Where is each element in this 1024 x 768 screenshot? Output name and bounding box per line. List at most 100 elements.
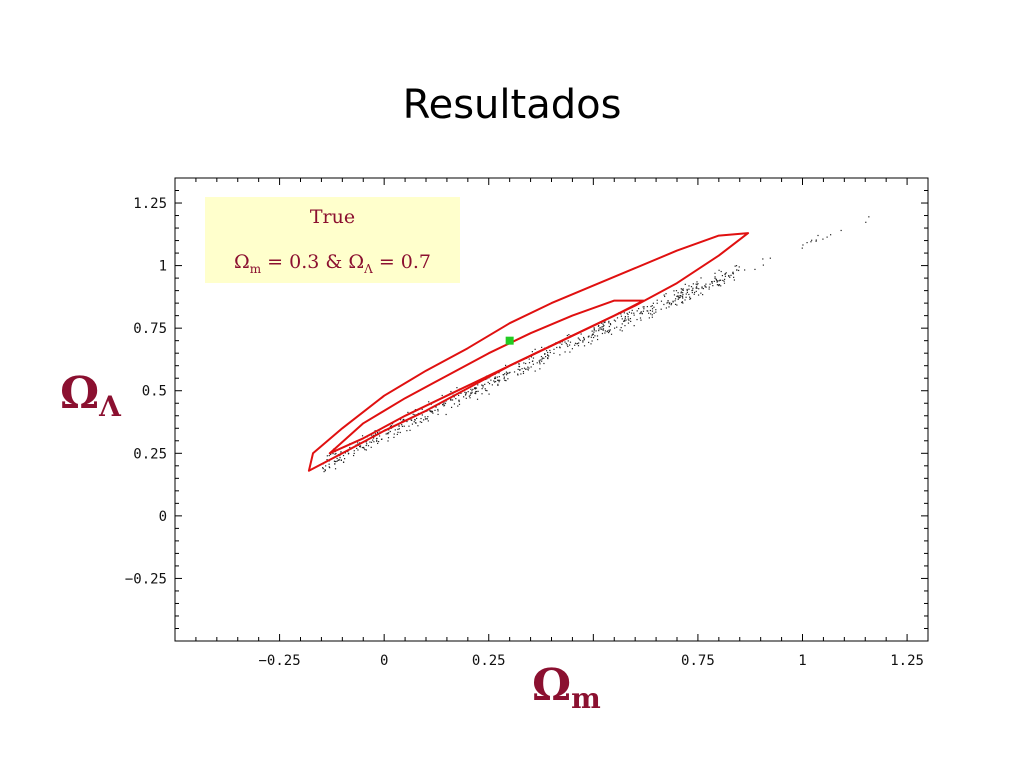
sample-point	[457, 405, 459, 407]
sample-point	[399, 431, 401, 434]
sample-point	[378, 435, 381, 437]
sample-point	[627, 318, 629, 320]
sample-point	[409, 429, 411, 431]
sample-point	[340, 451, 342, 453]
sample-point	[702, 287, 704, 290]
sample-point	[482, 384, 484, 387]
sample-point	[539, 361, 541, 363]
sample-point	[577, 337, 579, 339]
sample-point	[359, 445, 362, 447]
sample-point	[734, 265, 736, 267]
sample-point	[396, 433, 398, 436]
sample-point	[378, 440, 380, 443]
sample-point	[481, 384, 483, 386]
sample-point	[822, 238, 824, 240]
y-tick-label: 1.25	[133, 196, 167, 212]
sample-point	[528, 358, 530, 360]
sample-point	[450, 390, 452, 393]
sample-point	[733, 279, 735, 281]
sample-point	[582, 336, 585, 339]
sample-point	[421, 408, 423, 410]
sample-point	[656, 299, 658, 301]
legend-title: True	[309, 206, 356, 228]
sample-point	[588, 341, 590, 344]
sample-point	[642, 310, 645, 312]
x-tick-label: 1	[798, 653, 806, 669]
true-value-point	[505, 336, 514, 345]
sample-point	[463, 396, 465, 398]
sample-point	[578, 342, 580, 344]
sample-point	[328, 466, 330, 468]
sample-point	[398, 425, 400, 427]
sample-point	[624, 320, 626, 322]
sample-point	[475, 390, 478, 393]
sample-point	[495, 380, 497, 383]
sample-point	[443, 402, 445, 404]
sample-point	[660, 308, 662, 310]
sample-point	[494, 377, 497, 379]
sample-point	[677, 296, 679, 298]
sample-point	[724, 273, 726, 275]
sample-point	[638, 308, 640, 310]
sample-point	[541, 358, 543, 360]
sample-point	[674, 303, 677, 305]
legend-ol-text: = 0.7	[372, 251, 432, 273]
sample-point	[429, 410, 431, 412]
sample-point	[663, 303, 665, 306]
sample-point	[458, 403, 461, 405]
y-tick-label: 0.75	[133, 321, 167, 337]
sample-point	[669, 302, 671, 304]
sample-point	[700, 277, 702, 279]
sample-point	[370, 434, 373, 436]
sample-point	[684, 299, 686, 301]
sample-point	[324, 470, 326, 472]
sample-point	[559, 342, 561, 344]
sample-point	[675, 290, 678, 292]
sample-point	[705, 286, 707, 288]
sample-point	[335, 460, 337, 463]
sample-point	[556, 346, 558, 349]
sample-point	[465, 393, 467, 395]
sample-point	[599, 326, 601, 329]
sample-point	[443, 405, 445, 407]
sample-point	[505, 374, 508, 376]
sample-point	[569, 341, 572, 343]
sample-point	[633, 312, 635, 314]
sample-point	[868, 216, 870, 218]
sample-point	[455, 398, 457, 400]
sample-point	[651, 308, 654, 310]
sample-point	[701, 286, 703, 288]
sample-point	[387, 440, 389, 442]
sample-point	[732, 271, 734, 273]
sample-point	[424, 416, 426, 418]
sample-point	[517, 373, 519, 375]
sample-point	[688, 285, 690, 287]
sample-point	[503, 376, 505, 378]
sample-point	[564, 351, 566, 353]
sample-point	[414, 409, 416, 411]
sample-point	[621, 318, 623, 320]
sample-point	[421, 421, 423, 423]
sample-point	[682, 292, 684, 294]
sample-point	[336, 460, 338, 462]
sample-point	[332, 453, 334, 455]
sample-point	[450, 406, 453, 408]
sample-point	[541, 357, 544, 359]
sample-point	[676, 304, 678, 306]
sample-point	[704, 286, 706, 288]
sample-point	[593, 331, 595, 333]
sample-point	[733, 276, 735, 278]
sample-point	[524, 368, 527, 370]
sample-point	[627, 322, 630, 324]
sample-point	[576, 342, 579, 345]
sample-point	[723, 278, 726, 280]
sample-point	[598, 329, 600, 332]
sample-point	[709, 283, 711, 285]
sample-point	[363, 447, 365, 449]
sample-point	[628, 311, 631, 313]
sample-point	[670, 304, 672, 306]
sample-point	[651, 310, 654, 312]
sample-point	[408, 425, 410, 427]
sample-point	[652, 302, 654, 304]
sample-point	[491, 384, 493, 386]
